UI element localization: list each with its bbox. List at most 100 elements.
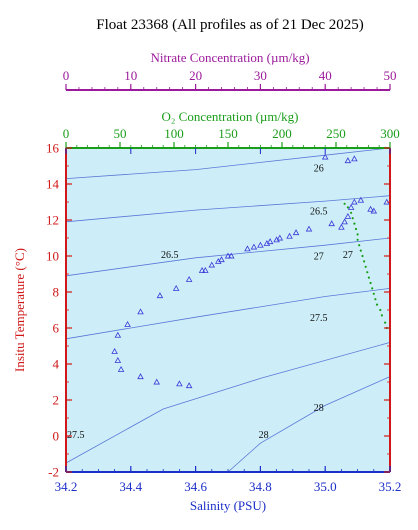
data-point-dot bbox=[364, 265, 367, 268]
chart-title: Float 23368 (All profiles as of 21 Dec 2… bbox=[96, 17, 363, 33]
y-tick-label: 12 bbox=[46, 213, 59, 228]
data-point-dot bbox=[358, 244, 361, 247]
density-contour-line bbox=[227, 376, 391, 473]
data-point-triangle bbox=[218, 256, 225, 263]
y-tick-label: 14 bbox=[46, 177, 60, 192]
nitrate-tick-label: 40 bbox=[319, 68, 332, 83]
data-point-dot bbox=[361, 254, 364, 258]
density-contour-line bbox=[65, 237, 391, 277]
o2-axis-label: O₂ Concentration (µm/kg) bbox=[162, 109, 299, 124]
data-point-triangle bbox=[305, 225, 313, 232]
data-point-triangle bbox=[153, 378, 160, 385]
data-point-triangle bbox=[257, 241, 264, 248]
data-point-dot bbox=[353, 222, 356, 225]
data-point-dot bbox=[366, 271, 369, 274]
data-point-triangle bbox=[357, 196, 365, 203]
data-point-triangle bbox=[286, 232, 293, 239]
contour-label: 27.5 bbox=[67, 430, 85, 441]
y-tick-label: 4 bbox=[53, 357, 60, 372]
data-point-triangle bbox=[227, 252, 235, 259]
data-point-dot bbox=[350, 211, 353, 214]
data-point-dot bbox=[354, 227, 358, 231]
x-axis: 34.2 34.4 34.6 34.8 35.0 35.2 bbox=[55, 148, 402, 494]
data-point-dot bbox=[343, 202, 346, 205]
data-point-triangle bbox=[114, 356, 122, 363]
data-point-dot bbox=[380, 314, 383, 317]
nitrate-axis: Nitrate Concentration (µm/kg) 0 10 20 30 40 5… bbox=[63, 50, 397, 91]
y-tick-label: 2 bbox=[53, 393, 60, 408]
contour-label: 26.5 bbox=[161, 250, 179, 261]
o2-tick-label: 300 bbox=[380, 126, 400, 141]
data-point-triangle bbox=[137, 373, 144, 380]
x-axis-label: Salinity (PSU) bbox=[190, 498, 266, 513]
data-point-dot bbox=[367, 276, 370, 279]
data-point-triangle bbox=[351, 155, 358, 162]
x-tick-label: 35.2 bbox=[379, 479, 402, 494]
data-point-triangle bbox=[114, 331, 122, 338]
data-point-triangle bbox=[111, 347, 118, 354]
nitrate-tick-label: 50 bbox=[384, 68, 397, 83]
contour-label: 26.5 bbox=[310, 207, 328, 218]
o2-axis: O₂ Concentration (µm/kg) 0 50 100 150 200 250… bbox=[63, 109, 400, 148]
contour-label: 27.5 bbox=[310, 313, 328, 324]
y-tick-label: 10 bbox=[46, 249, 59, 264]
data-point-dot bbox=[356, 238, 359, 241]
y-tick-label: 8 bbox=[53, 285, 60, 300]
data-point-triangle bbox=[276, 234, 284, 241]
data-point-dot bbox=[374, 298, 377, 301]
x-tick-label: 34.6 bbox=[184, 479, 207, 494]
data-point-triangle bbox=[344, 157, 352, 164]
nitrate-axis-label: Nitrate Concentration (µm/kg) bbox=[150, 50, 309, 65]
contour-label: 28 bbox=[259, 430, 269, 441]
o2-tick-label: 250 bbox=[326, 126, 346, 141]
data-point-triangle bbox=[367, 205, 374, 212]
o2-tick-label: 0 bbox=[63, 126, 70, 141]
o2-tick-label: 50 bbox=[114, 126, 127, 141]
contour-label: 27 bbox=[343, 250, 353, 261]
y-tick-label: -2 bbox=[48, 465, 59, 480]
y-axis: -2 0 2 4 6 8 10 12 14 16 bbox=[46, 141, 390, 480]
data-point-triangle bbox=[351, 198, 358, 205]
data-point-dot bbox=[346, 206, 349, 209]
data-point-dot bbox=[372, 292, 375, 295]
y-axis-label: Insitu Temperature (°C) bbox=[12, 248, 27, 372]
data-point-triangle bbox=[338, 223, 345, 230]
data-point-triangle bbox=[321, 153, 329, 160]
data-point-triangle bbox=[347, 203, 355, 210]
contour-label: 28 bbox=[314, 403, 324, 414]
data-point-triangle bbox=[244, 245, 251, 252]
o2-tick-label: 100 bbox=[164, 126, 184, 141]
data-point-triangle bbox=[224, 252, 232, 259]
density-contour-line bbox=[65, 147, 391, 179]
data-point-dot bbox=[375, 303, 379, 306]
data-point-triangle bbox=[198, 266, 206, 273]
y-tick-label: 6 bbox=[53, 321, 60, 336]
data-point-triangle bbox=[292, 229, 300, 236]
x-tick-label: 34.2 bbox=[55, 479, 78, 494]
density-contour-line bbox=[65, 342, 391, 464]
nitrate-tick-label: 30 bbox=[254, 68, 267, 83]
data-point-triangle bbox=[344, 212, 352, 219]
data-point-dot bbox=[371, 287, 374, 290]
data-point-triangle bbox=[250, 243, 258, 250]
data-point-dot bbox=[369, 281, 372, 285]
data-point-triangle bbox=[185, 382, 193, 389]
x-tick-label: 35.0 bbox=[314, 479, 337, 494]
data-point-triangle bbox=[341, 218, 348, 225]
contour-labels: 26 26.5 26.5 27 27 27.5 27.5 28 28 bbox=[67, 163, 353, 440]
x-tick-label: 34.8 bbox=[249, 479, 272, 494]
contour-label: 26 bbox=[314, 163, 324, 174]
y-tick-label: 0 bbox=[53, 429, 60, 444]
data-point-triangle bbox=[156, 292, 164, 299]
data-point-dot bbox=[379, 308, 382, 312]
y-tick-label: 16 bbox=[46, 141, 60, 156]
data-point-dot bbox=[363, 260, 366, 263]
x-tick-label: 34.4 bbox=[119, 479, 142, 494]
data-point-triangle bbox=[370, 207, 378, 214]
data-point-triangle bbox=[185, 275, 193, 282]
data-point-triangle bbox=[176, 380, 183, 387]
density-contour-line bbox=[65, 288, 391, 340]
nitrate-tick-label: 10 bbox=[124, 68, 137, 83]
data-point-triangle bbox=[137, 308, 144, 315]
